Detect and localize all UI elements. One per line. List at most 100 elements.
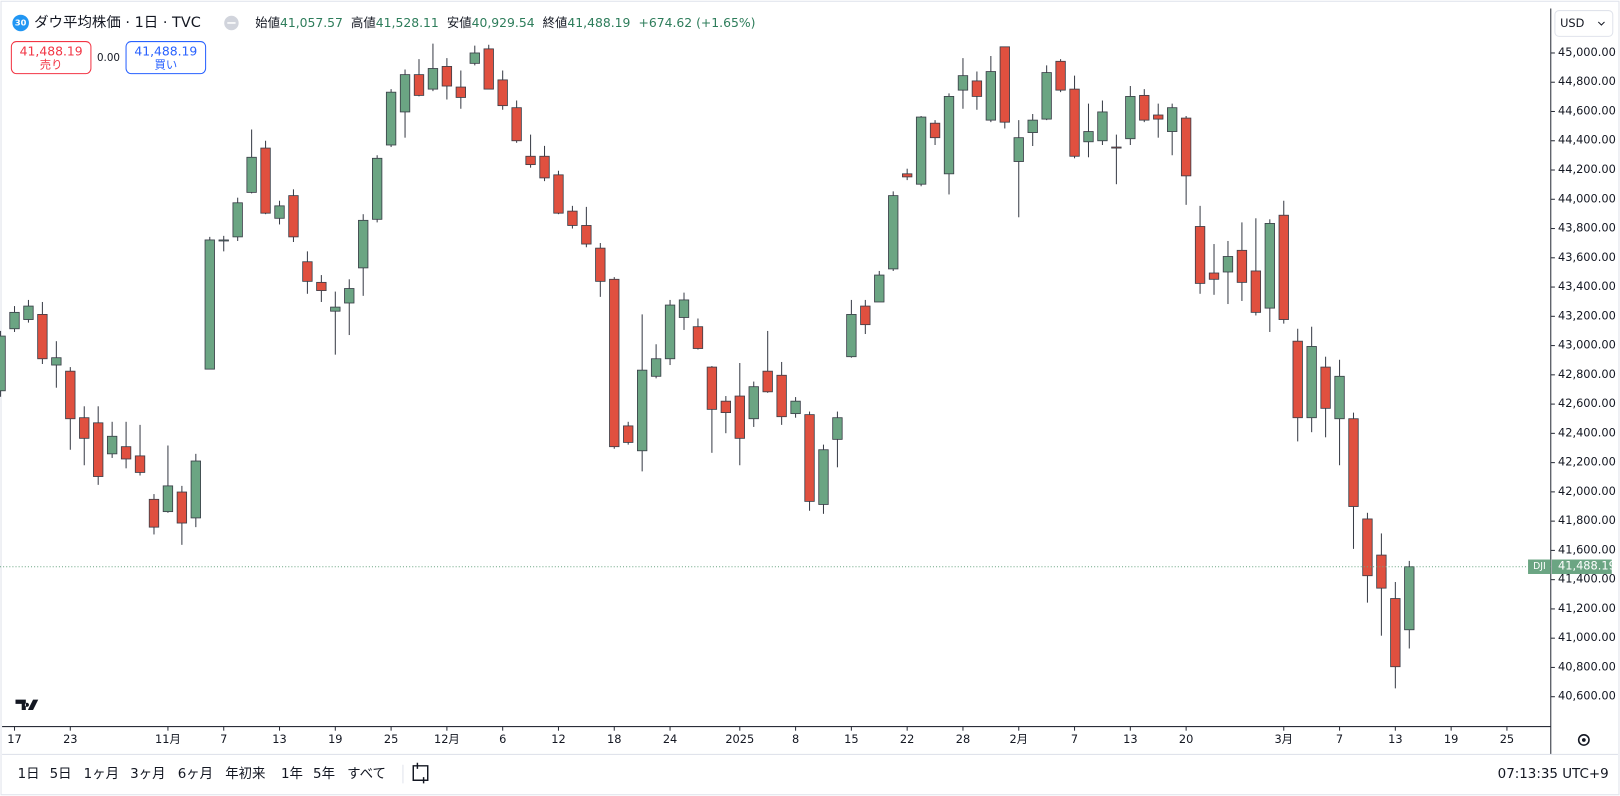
candle-body xyxy=(874,274,885,303)
sell-label: 売り xyxy=(40,57,63,71)
range-button[interactable]: すべて xyxy=(347,766,386,782)
candle-body xyxy=(664,304,676,360)
candle-body xyxy=(1404,566,1415,631)
tv-logo[interactable] xyxy=(15,699,39,711)
candle-body xyxy=(455,86,466,98)
y-tick-label: 43,600.00 xyxy=(1558,250,1616,264)
y-tick-label: 41,400.00 xyxy=(1558,572,1616,586)
range-button[interactable]: 1ヶ月 xyxy=(84,767,119,782)
candle-body xyxy=(23,305,34,320)
badge-text: 30 xyxy=(15,17,27,27)
chevron xyxy=(1597,21,1605,26)
candle-body xyxy=(888,195,899,270)
range-button[interactable]: 5年 xyxy=(313,766,335,782)
settings-icon[interactable] xyxy=(1577,734,1590,746)
candle-body xyxy=(957,75,969,91)
x-tick-label: 11月 xyxy=(155,732,181,746)
candle-body xyxy=(316,281,327,291)
ohlc-value: 41,528.11 xyxy=(376,14,439,29)
candle-body xyxy=(371,157,383,220)
y-tick-label: 44,600.00 xyxy=(1558,103,1616,117)
candle-body xyxy=(120,446,132,460)
x-tick-label: 7 xyxy=(1071,732,1078,746)
candle-body xyxy=(0,335,6,392)
candle-body xyxy=(1236,249,1248,283)
y-tick-label: 42,200.00 xyxy=(1558,455,1616,469)
candle-body xyxy=(623,425,634,443)
clock[interactable]: 07:13:35 UTC+9 xyxy=(1498,767,1609,782)
candle-body xyxy=(218,239,229,242)
x-tick-label: 17 xyxy=(7,732,21,746)
range-button[interactable]: 1年 xyxy=(281,766,303,782)
candle-body xyxy=(1208,272,1220,280)
x-tick-label: 8 xyxy=(792,732,799,746)
x-tick-label: 13 xyxy=(272,732,286,746)
candle-body xyxy=(162,485,174,513)
range-button[interactable]: 3ヶ月 xyxy=(130,767,165,782)
y-tick-label: 42,000.00 xyxy=(1558,484,1616,498)
x-tick-label: 12月 xyxy=(434,732,460,746)
change: +674.62 (+1.65%) xyxy=(638,14,755,29)
candle-body xyxy=(790,400,801,415)
candle-body xyxy=(232,202,243,238)
candle-body xyxy=(274,205,285,219)
candle-body xyxy=(385,91,397,146)
x-tick-label: 13 xyxy=(1123,732,1137,746)
sell-button[interactable] xyxy=(10,41,92,75)
settings-icon-center xyxy=(1581,738,1586,742)
candle-body xyxy=(943,96,955,175)
candle-body xyxy=(1069,88,1080,157)
candle-body xyxy=(1320,366,1331,409)
candle-body xyxy=(483,48,494,90)
buy-button[interactable] xyxy=(125,41,207,75)
candle-body xyxy=(539,155,550,179)
candle-body xyxy=(902,173,913,178)
symbol-badge xyxy=(12,14,29,32)
currency-button[interactable] xyxy=(1554,10,1614,37)
x-tick-label: 24 xyxy=(663,732,677,746)
candle-body xyxy=(1139,94,1150,121)
spread: 0.00 xyxy=(97,52,120,64)
candle-body xyxy=(804,414,815,502)
candle-body xyxy=(818,449,829,505)
buy-label: 買い xyxy=(154,57,177,71)
candle-body xyxy=(79,417,90,439)
candle-body xyxy=(1334,375,1345,420)
candle-body xyxy=(1278,214,1289,320)
y-tick-label: 41,800.00 xyxy=(1558,513,1616,527)
symbol-title[interactable]: ダウ平均株価 · 1日 · TVC xyxy=(34,14,201,31)
x-tick-label: 7 xyxy=(1336,732,1343,746)
x-tick-label: 3月 xyxy=(1274,732,1293,746)
y-tick-label: 40,600.00 xyxy=(1558,689,1616,703)
x-tick-label: 13 xyxy=(1388,732,1402,746)
candle-body xyxy=(93,422,104,477)
candle-body xyxy=(1125,96,1136,140)
candle-body xyxy=(1264,223,1275,309)
candle-body xyxy=(1292,340,1303,419)
y-tick-label: 43,000.00 xyxy=(1558,338,1616,352)
candle-body xyxy=(1041,72,1052,120)
candle-body xyxy=(678,299,690,318)
x-tick-label: 15 xyxy=(844,732,858,746)
range-button[interactable]: 年初来 xyxy=(225,766,265,782)
last-price-tag xyxy=(1551,559,1612,574)
ohlc-label: 終値 xyxy=(543,14,568,29)
candle-body xyxy=(609,278,620,448)
range-button[interactable]: 5日 xyxy=(50,767,72,782)
candle-body xyxy=(148,498,160,528)
candle-body xyxy=(1250,270,1262,313)
date-range-icon[interactable] xyxy=(412,762,429,784)
candle-body xyxy=(9,311,20,330)
candle-body xyxy=(176,491,188,524)
candle-body xyxy=(1111,146,1122,149)
candle-body xyxy=(106,435,118,455)
candle-body xyxy=(497,79,508,107)
candle-body xyxy=(37,314,48,360)
range-button[interactable]: 6ヶ月 xyxy=(178,767,213,782)
candle-body xyxy=(344,288,355,304)
candle-body xyxy=(399,74,411,113)
range-button[interactable]: 1日 xyxy=(18,767,40,782)
candle-body xyxy=(427,68,439,90)
candle-body xyxy=(1083,131,1094,143)
y-tick-label: 42,800.00 xyxy=(1558,367,1616,381)
